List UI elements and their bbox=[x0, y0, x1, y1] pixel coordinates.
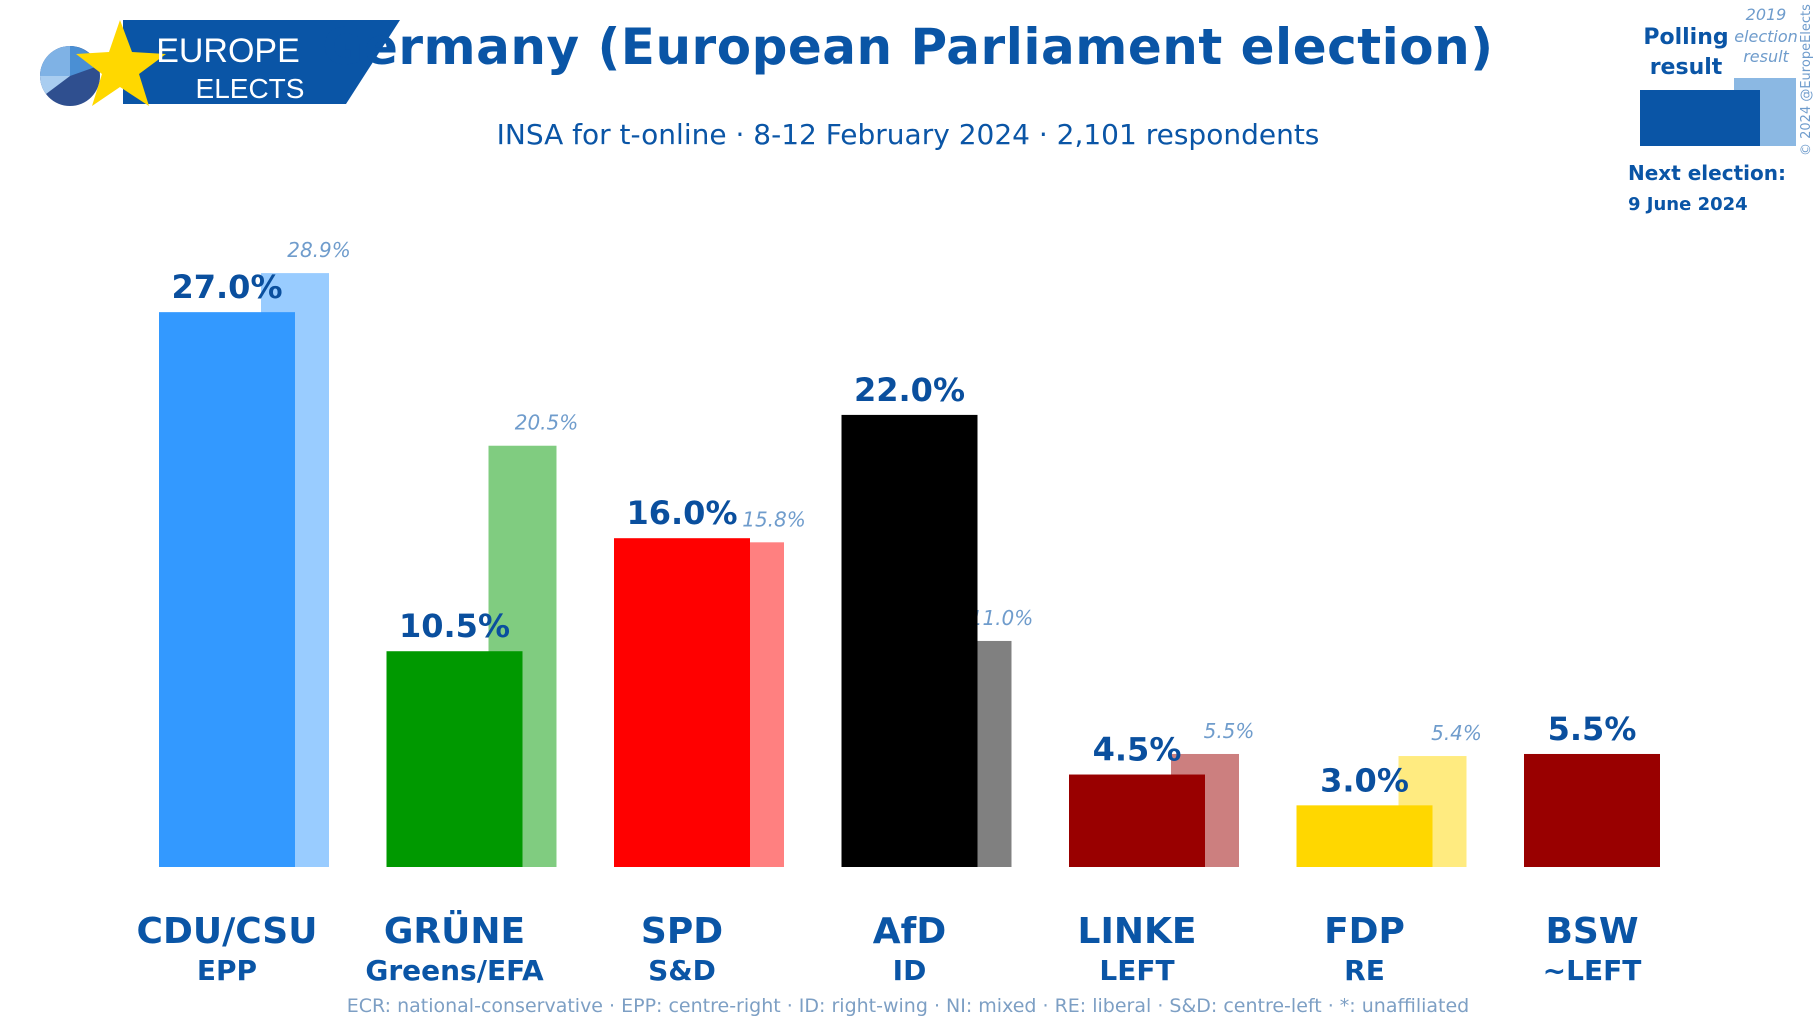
label-prev-gr-ne: 20.5% bbox=[515, 411, 579, 435]
label-poll-spd: 16.0% bbox=[626, 494, 737, 532]
party-name-spd: SPD bbox=[641, 911, 723, 952]
label-prev-spd: 15.8% bbox=[742, 507, 806, 531]
party-group-linke: LEFT bbox=[1099, 954, 1174, 987]
legend-next-date: 9 June 2024 bbox=[1628, 194, 1748, 215]
party-name-cdu-csu: CDU/CSU bbox=[137, 911, 318, 952]
label-poll-cdu-csu: 27.0% bbox=[171, 268, 282, 306]
party-group-fdp: RE bbox=[1344, 954, 1385, 987]
logo-line2: ELECTS bbox=[196, 73, 305, 104]
chart-title: Germany (European Parliament election) bbox=[322, 18, 1494, 76]
label-prev-fdp: 5.4% bbox=[1431, 721, 1482, 745]
label-prev-afd: 11.0% bbox=[970, 606, 1034, 630]
legend-prev-line1: 2019 bbox=[1746, 5, 1787, 24]
label-prev-linke: 5.5% bbox=[1204, 719, 1255, 743]
party-name-bsw: BSW bbox=[1545, 911, 1638, 952]
party-group-gr-ne: Greens/EFA bbox=[365, 954, 544, 987]
legend: Polling result 2019 election result Next… bbox=[1628, 4, 1814, 215]
logo-line1: EUROPE bbox=[156, 32, 300, 70]
bar-poll-linke bbox=[1069, 774, 1205, 867]
bar-poll-bsw bbox=[1524, 753, 1660, 867]
label-poll-afd: 22.0% bbox=[854, 371, 965, 409]
party-name-gr-ne: GRÜNE bbox=[384, 910, 525, 952]
party-group-bsw: ~LEFT bbox=[1543, 954, 1642, 987]
party-group-cdu-csu: EPP bbox=[197, 954, 257, 987]
party-group-spd: S&D bbox=[648, 954, 716, 987]
bar-poll-afd bbox=[841, 414, 978, 867]
label-poll-bsw: 5.5% bbox=[1548, 710, 1637, 748]
party-name-linke: LINKE bbox=[1078, 911, 1197, 952]
legend-next-label: Next election: bbox=[1628, 161, 1786, 185]
bar-poll-gr-ne bbox=[386, 651, 523, 867]
footnote: ECR: national-conservative · EPP: centre… bbox=[346, 995, 1470, 1017]
legend-polling-line1: Polling bbox=[1643, 25, 1728, 50]
legend-polling-line2: result bbox=[1650, 55, 1723, 80]
bar-poll-spd bbox=[614, 538, 750, 867]
europe-elects-logo: EUROPE ELECTS bbox=[40, 20, 400, 106]
label-poll-linke: 4.5% bbox=[1093, 731, 1182, 769]
label-poll-fdp: 3.0% bbox=[1320, 761, 1409, 799]
label-poll-gr-ne: 10.5% bbox=[399, 607, 510, 645]
party-name-afd: AfD bbox=[873, 911, 946, 952]
label-prev-cdu-csu: 28.9% bbox=[287, 238, 351, 262]
legend-prev-line3: result bbox=[1743, 47, 1789, 66]
chart-subtitle: INSA for t-online · 8-12 February 2024 ·… bbox=[496, 118, 1320, 151]
party-name-fdp: FDP bbox=[1324, 911, 1405, 952]
party-group-afd: ID bbox=[893, 954, 927, 987]
legend-prev-line2: election bbox=[1734, 27, 1798, 46]
bar-poll-cdu-csu bbox=[159, 312, 295, 867]
bar-poll-fdp bbox=[1296, 805, 1433, 867]
legend-polling-swatch bbox=[1640, 90, 1760, 146]
copyright: © 2024 @EuropeElects bbox=[1799, 4, 1814, 156]
